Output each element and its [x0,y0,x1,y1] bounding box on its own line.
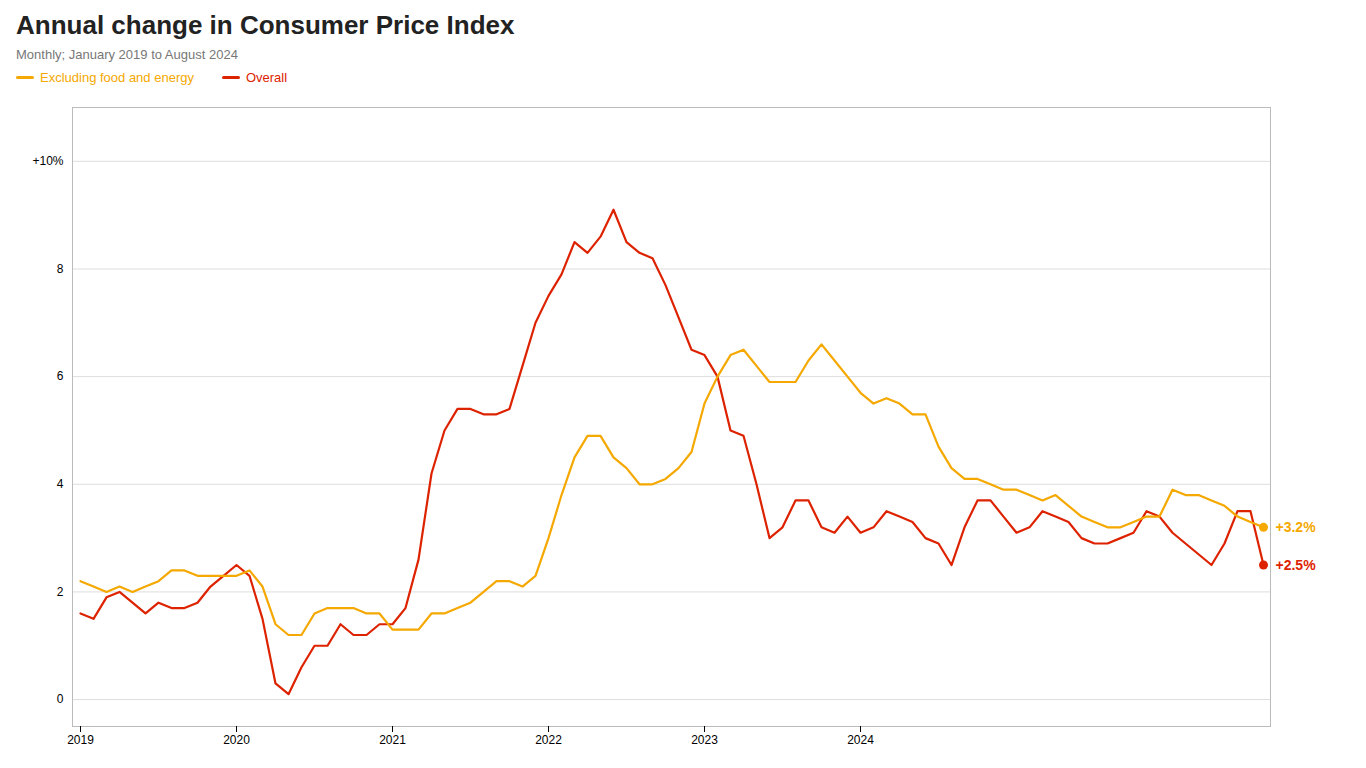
svg-text:0: 0 [57,692,64,706]
svg-text:2019: 2019 [67,733,94,747]
svg-text:2021: 2021 [379,733,406,747]
svg-text:+10%: +10% [32,154,63,168]
html-text:Excluding food and energy: Excluding food and energy [40,70,194,85]
svg-text:2023: 2023 [691,733,718,747]
svg-text:2024: 2024 [847,733,874,747]
svg-text:8: 8 [57,262,64,276]
html-text:Annual change in Consumer Pric: Annual change in Consumer Price Index [16,10,515,40]
svg-text:2020: 2020 [223,733,250,747]
svg-text:2022: 2022 [535,733,562,747]
html-text:Monthly; January 2019 to Augus: Monthly; January 2019 to August 2024 [16,47,238,62]
svg-text:+3.2%: +3.2% [1276,519,1317,535]
svg-text:6: 6 [57,369,64,383]
html-text:Overall: Overall [246,70,288,85]
svg-text:+2.5%: +2.5% [1276,557,1317,573]
svg-text:2: 2 [57,585,64,599]
svg-text:4: 4 [57,477,64,491]
